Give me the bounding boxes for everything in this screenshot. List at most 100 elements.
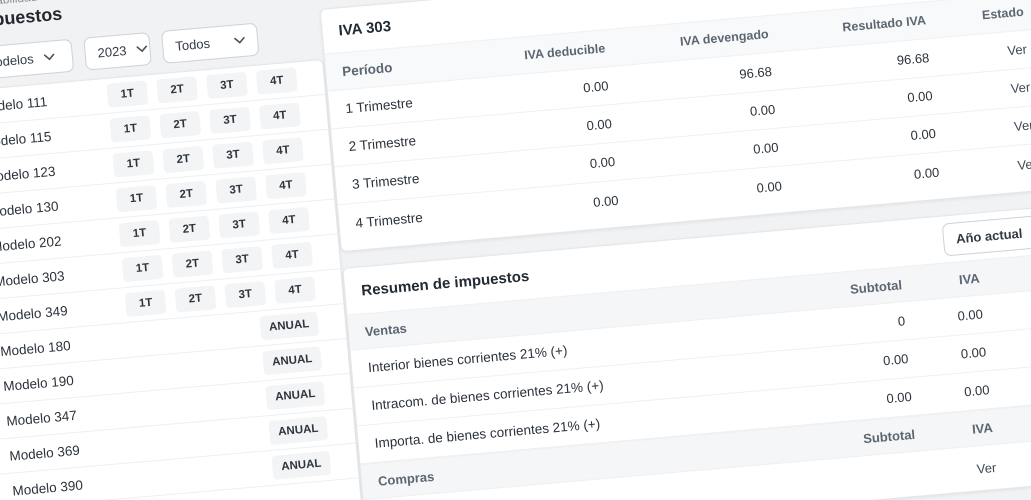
period-cell: 2 Trimestre	[348, 133, 417, 155]
quarter-button-4t[interactable]: 4T	[271, 241, 314, 270]
annual-button[interactable]: ANUAL	[262, 346, 323, 376]
quarter-button-1t[interactable]: 1T	[118, 219, 161, 248]
tax-summary-card: Resumen de impuestos Año actual Ventas S…	[342, 205, 1031, 500]
column-header-deductible: IVA deducible	[523, 41, 606, 63]
result-cell: 96.68	[896, 50, 930, 68]
quarter-button-3t[interactable]: 3T	[224, 280, 267, 309]
quarter-button-3t[interactable]: 3T	[221, 246, 264, 274]
quarter-button-2t[interactable]: 2T	[174, 285, 217, 313]
quarter-button-1t[interactable]: 1T	[115, 185, 158, 213]
annual-button[interactable]: ANUAL	[265, 381, 326, 411]
period-filter-value: Todos	[174, 35, 211, 54]
accrued-cell: 0.00	[755, 177, 783, 196]
deductible-cell: 0.00	[582, 78, 610, 96]
subtotal-cell: 0	[897, 313, 906, 329]
period-buttons: ANUAL	[271, 450, 332, 480]
iva-303-card: IVA 303 Período IVA deducible IVA deveng…	[319, 0, 1031, 253]
models-list-card: Modelo 111 1T 2T 3T 4T Modelo 115 1T 2T …	[0, 58, 374, 500]
column-header-period: Período	[341, 59, 393, 79]
quarter-button-1t[interactable]: 1T	[124, 289, 167, 318]
summary-year-select[interactable]: Año actual	[941, 213, 1031, 257]
deductible-cell: 0.00	[585, 116, 613, 134]
iva-cell: 0.00	[963, 382, 991, 400]
quarter-button-2t[interactable]: 2T	[159, 110, 202, 139]
model-label: Modelo 349	[0, 302, 69, 324]
result-cell: 0.00	[913, 164, 940, 182]
period-filter-select[interactable]: Todos	[160, 22, 260, 64]
quarter-button-2t[interactable]: 2T	[165, 180, 208, 209]
quarter-button-4t[interactable]: 4T	[261, 137, 304, 165]
model-label: Modelo 202	[0, 232, 63, 255]
quarter-button-2t[interactable]: 2T	[156, 76, 199, 104]
quarter-button-4t[interactable]: 4T	[268, 206, 310, 235]
annual-button[interactable]: ANUAL	[271, 450, 332, 480]
period-buttons: ANUAL	[259, 311, 320, 341]
quarter-button-4t[interactable]: 4T	[255, 67, 298, 95]
model-filter-value: Todos los modelos	[0, 51, 35, 75]
accrued-cell: 96.68	[738, 63, 773, 82]
quarter-button-1t[interactable]: 1T	[106, 80, 149, 108]
model-label: Modelo 115	[0, 128, 52, 150]
result-cell: 0.00	[906, 87, 934, 106]
period-cell: 3 Trimestre	[351, 171, 420, 192]
deductible-cell: 0.00	[589, 153, 616, 172]
accrued-cell: 0.00	[752, 139, 780, 157]
view-link[interactable]: Ver	[1016, 155, 1031, 173]
subtotal-cell	[740, 474, 918, 490]
column-header-iva: IVA	[958, 270, 981, 287]
year-filter-select[interactable]: 2023	[83, 32, 152, 71]
quarter-button-1t[interactable]: 1T	[121, 254, 164, 283]
column-header-result: Resultado IVA	[841, 13, 927, 35]
quarter-button-3t[interactable]: 3T	[218, 211, 261, 239]
result-cell: 0.00	[909, 125, 937, 143]
quarter-button-4t[interactable]: 4T	[264, 171, 307, 200]
column-header-subtotal: Subtotal	[862, 426, 916, 446]
column-header-subtotal: Subtotal	[849, 276, 903, 297]
subtotal-cell: 0.00	[885, 388, 913, 407]
quarter-button-2t[interactable]: 2T	[168, 215, 211, 243]
page-title: Impuestos	[0, 3, 63, 32]
period-cell: 4 Trimestre	[354, 209, 424, 231]
model-label: Modelo 123	[0, 163, 56, 185]
period-buttons: ANUAL	[265, 381, 326, 411]
quarter-button-4t[interactable]: 4T	[274, 276, 317, 304]
column-header-iva: IVA	[971, 419, 994, 437]
summary-card-title: Resumen de impuestos	[360, 267, 530, 299]
period-cell: 1 Trimestre	[344, 95, 414, 117]
model-label: Modelo 111	[0, 93, 48, 115]
view-link[interactable]: Ver	[976, 459, 997, 477]
model-label: Modelo 303	[0, 267, 66, 289]
annual-button[interactable]: ANUAL	[268, 416, 329, 445]
summary-year-value: Año actual	[955, 225, 1024, 247]
quarter-button-2t[interactable]: 2T	[162, 145, 205, 174]
quarter-button-2t[interactable]: 2T	[171, 250, 214, 278]
accrued-cell: 0.00	[749, 101, 776, 119]
chevron-down-icon	[43, 53, 55, 61]
quarter-button-1t[interactable]: 1T	[112, 150, 155, 178]
quarter-button-3t[interactable]: 3T	[215, 176, 258, 204]
model-label: Modelo 130	[0, 198, 60, 220]
chevron-down-icon	[136, 45, 148, 53]
right-column: IVA 303 Período IVA deducible IVA deveng…	[319, 0, 1031, 500]
view-link[interactable]: Ver	[1010, 79, 1031, 97]
quarter-button-4t[interactable]: 4T	[258, 102, 301, 130]
quarter-button-3t[interactable]: 3T	[209, 106, 251, 134]
period-buttons: ANUAL	[262, 346, 323, 376]
column-header-accrued: IVA devengado	[679, 27, 770, 49]
iva-cell: 0.00	[956, 306, 984, 324]
iva-cell: 0.00	[960, 344, 987, 362]
column-header-status: Estado	[981, 4, 1025, 23]
annual-button[interactable]: ANUAL	[259, 311, 320, 341]
quarter-button-3t[interactable]: 3T	[206, 71, 248, 100]
view-link[interactable]: Ver	[1013, 117, 1031, 134]
view-link[interactable]: Ver	[1006, 41, 1028, 59]
quarter-button-3t[interactable]: 3T	[212, 141, 255, 169]
year-filter-value: 2023	[97, 43, 128, 61]
model-filter-select[interactable]: Todos los modelos	[0, 38, 75, 86]
filters-bar: Todos los modelos 2023 Todos	[0, 22, 260, 86]
quarter-button-1t[interactable]: 1T	[109, 115, 152, 143]
chevron-down-icon	[234, 36, 246, 45]
subtotal-cell: 0.00	[882, 351, 910, 369]
